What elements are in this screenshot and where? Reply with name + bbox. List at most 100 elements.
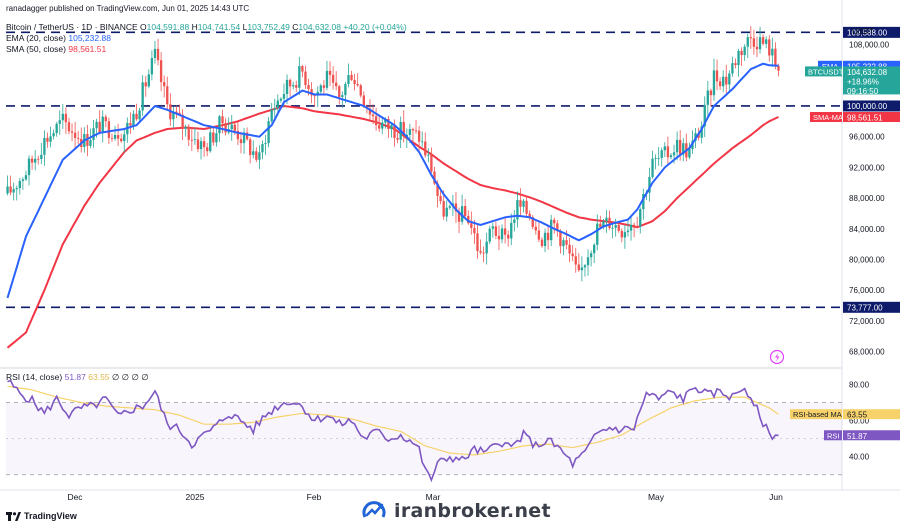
candle-body xyxy=(34,158,37,163)
candle-body xyxy=(758,37,762,50)
candle-body xyxy=(464,206,467,217)
candle-body xyxy=(654,158,657,159)
candle-body xyxy=(230,124,233,130)
price-tick-label-7: 76,000.00 xyxy=(849,286,885,295)
ema-legend[interactable]: EMA (20, close) 105,232.88 xyxy=(6,33,111,44)
candle-body xyxy=(642,193,645,210)
candle-body xyxy=(236,130,240,140)
level-tag-bg-1 xyxy=(843,100,900,112)
time-tick-label-1: 2025 xyxy=(186,492,205,502)
candle-body xyxy=(37,158,40,160)
candle-body xyxy=(430,154,433,172)
candle-body xyxy=(92,128,95,141)
candle-body xyxy=(338,86,341,97)
broker-logo-icon xyxy=(362,501,386,518)
candle-body xyxy=(728,73,731,85)
sma-legend[interactable]: SMA (50, close) 98,561.51 xyxy=(6,44,106,55)
candle-body xyxy=(135,113,138,120)
candle-body xyxy=(270,109,273,122)
candle-body xyxy=(381,122,384,129)
alert-icon[interactable] xyxy=(769,349,785,365)
candle-body xyxy=(285,79,289,95)
candle-body xyxy=(722,76,725,87)
candle-body xyxy=(12,189,15,193)
candle-body xyxy=(605,217,608,222)
candle-body xyxy=(568,244,571,254)
watermark: iranbroker.net xyxy=(360,498,551,524)
candle-body xyxy=(282,94,286,99)
candle-body xyxy=(218,116,221,134)
candle-body xyxy=(70,131,74,133)
rsi-line xyxy=(7,379,779,483)
rsi-legend-value: 51.87 xyxy=(64,372,86,382)
candle-body xyxy=(725,76,728,85)
candle-body xyxy=(156,48,160,61)
price-tick-label-9: 68,000.00 xyxy=(849,348,885,357)
ema-value-tag-bg xyxy=(843,60,900,71)
candle-body xyxy=(497,235,501,240)
candle-body xyxy=(479,250,482,253)
candle-body xyxy=(347,74,350,84)
candle-body xyxy=(335,82,338,87)
candle-body xyxy=(629,224,633,231)
rsi-value-tag-text-0: 51.87 xyxy=(847,432,868,441)
rsi-ma-value-tag-bg xyxy=(843,409,900,420)
candle-body xyxy=(442,201,445,217)
candle-body xyxy=(636,226,639,228)
candle-body xyxy=(666,146,670,158)
candle-body xyxy=(611,227,614,229)
sma50-line xyxy=(6,104,779,349)
candle-body xyxy=(64,113,68,123)
candle-body xyxy=(571,253,574,257)
candle-body xyxy=(110,137,114,139)
rsi-legend[interactable]: RSI (14, close) 51.87 63.55 ∅ ∅ ∅ ∅ xyxy=(6,372,149,383)
candle-body xyxy=(703,104,706,127)
symbol-title: Bitcoin / TetherUS · 1D · BINANCE xyxy=(6,22,138,32)
candle-body xyxy=(341,95,344,97)
candle-body xyxy=(473,227,476,234)
candle-body xyxy=(221,116,224,124)
candle-body xyxy=(224,123,227,133)
candle-body xyxy=(424,141,427,156)
candle-body xyxy=(43,137,46,155)
price-tick-label-6: 80,000.00 xyxy=(849,256,885,265)
price-tick-label-0: 108,000.00 xyxy=(849,41,890,50)
level-tag-text-0: 109,588.00 xyxy=(847,28,888,37)
price-tick-label-2: 96,000.00 xyxy=(849,133,885,142)
price-pane-bg xyxy=(0,0,842,367)
candle-body xyxy=(682,143,685,155)
candle-body xyxy=(371,114,375,117)
candle-body xyxy=(138,110,141,120)
candle-body xyxy=(740,50,743,56)
candle-body xyxy=(46,137,49,142)
candle-body xyxy=(660,150,663,158)
candle-body xyxy=(679,139,682,155)
time-tick-label-4: May xyxy=(648,492,665,502)
candle-body xyxy=(586,257,590,266)
candle-body xyxy=(768,39,771,56)
candle-body xyxy=(233,124,236,131)
axis-tags: 109,588.00100,000.0073,777.00EMA105,232.… xyxy=(790,26,900,441)
candle-body xyxy=(49,136,52,142)
candle-body xyxy=(58,120,61,124)
candle-body xyxy=(470,223,473,228)
rsi-legend-zeros: ∅ ∅ ∅ ∅ xyxy=(111,372,149,382)
tradingview-brand[interactable]: TradingView xyxy=(6,511,77,521)
time-axis[interactable]: Dec 2025 Feb Mar May Jun xyxy=(67,492,783,502)
price-tick-label-5: 84,000.00 xyxy=(849,225,885,234)
candle-body xyxy=(546,232,550,241)
candle-body xyxy=(482,252,485,254)
candle-body xyxy=(95,121,98,129)
candle-body xyxy=(675,139,679,153)
candle-body xyxy=(448,206,451,208)
candle-body xyxy=(264,143,267,145)
candle-body xyxy=(510,222,513,239)
ema20-line-layer xyxy=(6,62,779,299)
rsi-tick-label-2: 40.00 xyxy=(849,453,870,462)
candle-body xyxy=(577,264,580,271)
candle-body xyxy=(175,111,178,113)
candle-body xyxy=(245,132,249,140)
symbol-legend[interactable]: Bitcoin / TetherUS · 1D · BINANCE O104,5… xyxy=(6,22,407,33)
candle-body xyxy=(460,206,464,222)
